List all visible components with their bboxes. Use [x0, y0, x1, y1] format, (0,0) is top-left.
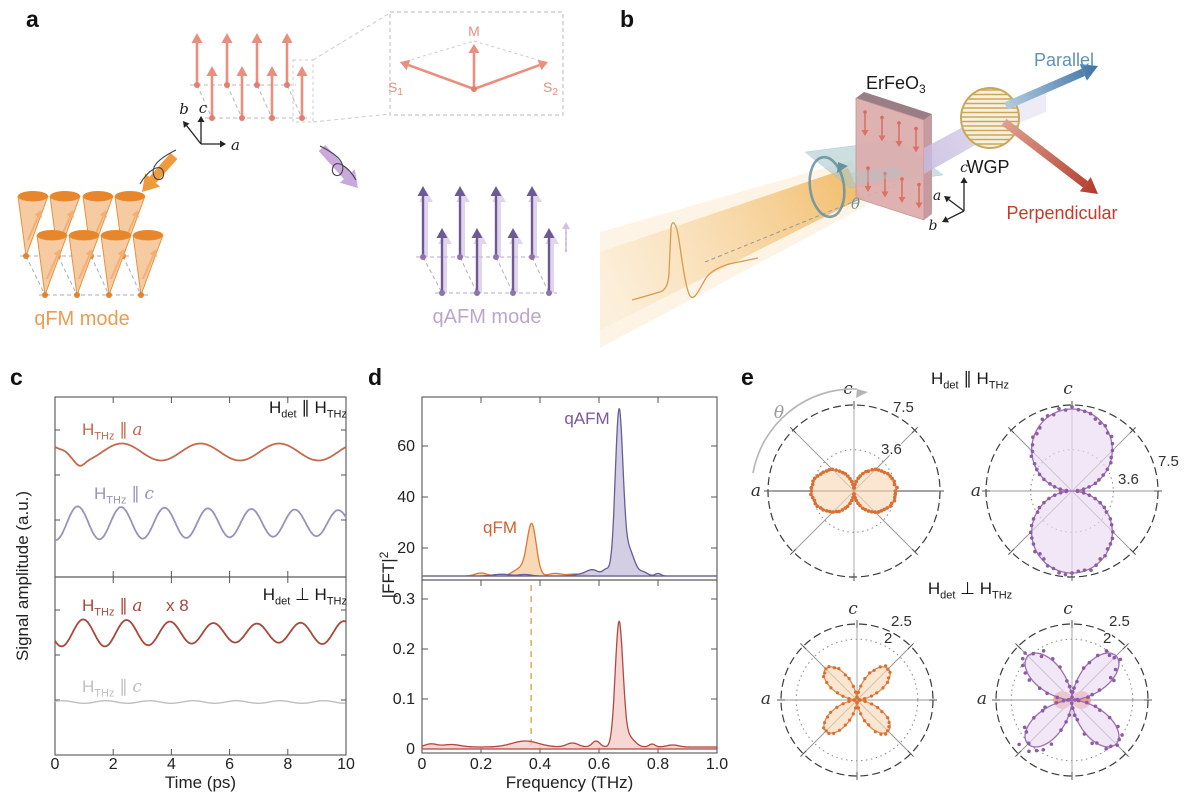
inset-M-label: M [468, 23, 480, 39]
svg-text:0.8: 0.8 [647, 756, 669, 773]
sample-axis-a-label: a [933, 188, 941, 204]
svg-text:0.1: 0.1 [393, 691, 415, 708]
panel-a-artwork [17, 11, 570, 298]
sample-axis-c-label: c [960, 160, 968, 176]
svg-text:a: a [971, 481, 981, 501]
svg-text:3.6: 3.6 [881, 441, 902, 458]
theta-label: θ [851, 195, 860, 213]
panel-c-trace1-label: HTHz ∥ a [82, 420, 143, 443]
svg-text:60: 60 [397, 438, 415, 455]
panel-c-trace4-label: HTHz ∥ c [82, 677, 142, 700]
svg-text:4: 4 [167, 756, 176, 773]
svg-text:2.5: 2.5 [1109, 613, 1130, 630]
panel-d-letter: d [368, 364, 383, 390]
svg-text:c: c [1063, 599, 1073, 619]
svg-text:40: 40 [397, 489, 415, 506]
svg-text:2: 2 [884, 630, 892, 647]
qfm-mode-label: qFM mode [34, 308, 130, 330]
svg-text:3.6: 3.6 [1118, 471, 1139, 488]
panel-d-fft-chart: 0 0.2 0.4 0.6 0.8 1.0 Frequency (THz) |FFT|2 20 4… [377, 396, 728, 792]
axis-b-label: b [179, 100, 189, 118]
svg-text:0.2: 0.2 [393, 641, 415, 658]
svg-text:qFM: qFM [483, 518, 517, 537]
sample-label: ErFeO3 [866, 73, 926, 96]
perpendicular-label: Perpendicular [1006, 203, 1117, 223]
panel-a-letter: a [26, 6, 39, 32]
svg-text:0: 0 [418, 756, 427, 773]
svg-text:Time (ps): Time (ps) [165, 773, 236, 792]
svg-text:1.0: 1.0 [706, 756, 728, 773]
svg-text:Frequency (THz): Frequency (THz) [506, 773, 634, 792]
panel-b-setup-schematic: ErFeO3 WGP Parallel Perpendicular θ c a … [600, 50, 1118, 348]
parallel-label: Parallel [1034, 50, 1094, 70]
panel-b-artwork [600, 64, 1098, 348]
svg-text:2: 2 [109, 756, 118, 773]
sample-axis-b-label: b [929, 218, 938, 234]
inset-S2-label: S2 [543, 79, 558, 98]
panel-c-top-condition-label: Hdet ∥ HTHz [269, 398, 347, 421]
wgp-label: WGP [967, 157, 1010, 177]
svg-text:qAFM: qAFM [564, 409, 609, 428]
svg-text:0.6: 0.6 [588, 756, 610, 773]
svg-text:c: c [848, 599, 858, 619]
svg-text:θ: θ [774, 403, 784, 423]
svg-text:0.2: 0.2 [470, 756, 492, 773]
panel-c-letter: c [10, 364, 23, 390]
inset-S1-label: S1 [388, 79, 403, 98]
svg-text:0.3: 0.3 [393, 591, 415, 608]
svg-text:2.5: 2.5 [891, 613, 912, 630]
svg-text:0.4: 0.4 [529, 756, 551, 773]
svg-text:0: 0 [406, 741, 415, 758]
svg-text:20: 20 [397, 540, 415, 557]
panel-e-letter: e [741, 364, 754, 390]
panel-c-trace2-label: HTHz ∥ c [94, 484, 154, 507]
qafm-mode-label: qAFM mode [433, 306, 542, 328]
panel-c-bottom-condition-label: Hdet ⊥ HTHz [262, 585, 347, 608]
svg-text:8: 8 [283, 756, 292, 773]
svg-text:10: 10 [337, 756, 355, 773]
svg-text:2: 2 [1103, 630, 1111, 647]
panel-e-perpendicular-title: Hdet ⊥ HTHz [927, 579, 1013, 602]
svg-text:a: a [761, 689, 771, 709]
axis-c-label: c [199, 99, 208, 117]
panel-c-trace3-scale-label: x 8 [166, 596, 189, 615]
svg-text:0: 0 [51, 756, 60, 773]
panel-a-spin-schematic: M S1 S2 b c a qFM mode qAFM mode [17, 11, 570, 330]
panel-c-time-domain-chart: 0 2 4 6 8 10 Time (ps) Signal amplitude (a.u.) [13, 396, 355, 792]
svg-text:|FFT|2: |FFT|2 [377, 551, 398, 598]
svg-text:c: c [1063, 379, 1073, 399]
svg-text:a: a [751, 481, 761, 501]
svg-text:7.5: 7.5 [1158, 453, 1179, 470]
svg-text:Signal amplitude (a.u.): Signal amplitude (a.u.) [13, 491, 32, 661]
panel-e-parallel-title: Hdet ∥ HTHz [931, 369, 1009, 392]
svg-text:6: 6 [225, 756, 234, 773]
svg-text:a: a [977, 689, 987, 709]
panel-b-letter: b [620, 6, 635, 32]
axis-a-label: a [231, 136, 240, 154]
svg-text:7.5: 7.5 [893, 399, 914, 416]
panel-c-trace3-label: HTHz ∥ a [82, 596, 143, 619]
